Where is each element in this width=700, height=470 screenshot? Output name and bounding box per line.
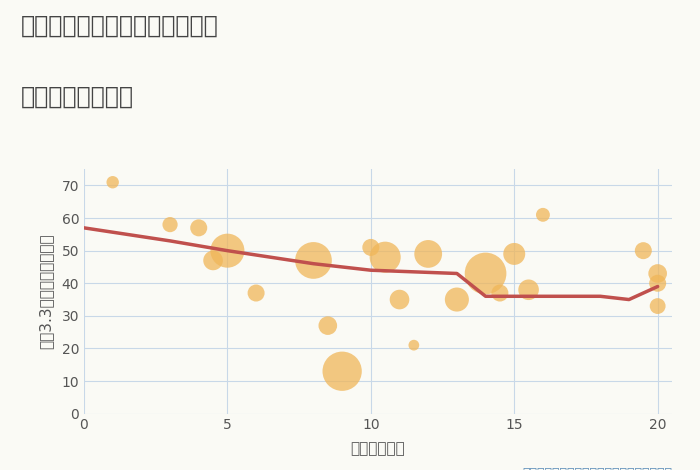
- Point: [538, 211, 549, 219]
- Point: [322, 322, 333, 329]
- Point: [365, 243, 377, 251]
- Point: [408, 341, 419, 349]
- Text: 愛知県名古屋市中川区葉池町の: 愛知県名古屋市中川区葉池町の: [21, 14, 218, 38]
- Point: [509, 250, 520, 258]
- Point: [193, 224, 204, 232]
- Point: [494, 289, 505, 297]
- Point: [652, 302, 664, 310]
- Point: [337, 368, 348, 375]
- Point: [423, 250, 434, 258]
- Point: [394, 296, 405, 303]
- Point: [523, 286, 534, 294]
- Point: [222, 247, 233, 254]
- Text: 駅距離別土地価格: 駅距離別土地価格: [21, 85, 134, 109]
- Point: [251, 289, 262, 297]
- Point: [308, 257, 319, 264]
- Point: [452, 296, 463, 303]
- Y-axis label: 坪（3.3㎡）単価（万円）: 坪（3.3㎡）単価（万円）: [38, 234, 53, 349]
- Point: [652, 280, 664, 287]
- Text: 円の大きさは、取引のあった物件面積を示す: 円の大きさは、取引のあった物件面積を示す: [522, 467, 672, 470]
- Point: [652, 270, 664, 277]
- Point: [379, 253, 391, 261]
- Point: [207, 257, 218, 264]
- X-axis label: 駅距離（分）: 駅距離（分）: [351, 441, 405, 456]
- Point: [164, 221, 176, 228]
- Point: [480, 270, 491, 277]
- Point: [638, 247, 649, 254]
- Point: [107, 179, 118, 186]
